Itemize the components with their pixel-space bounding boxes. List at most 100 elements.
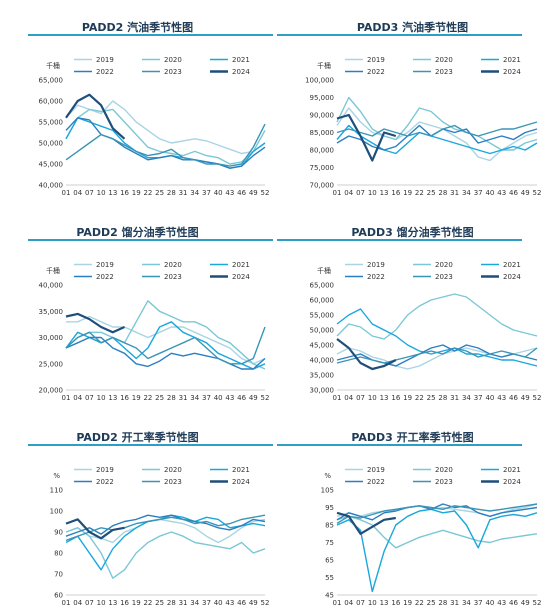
chart-svg: 千桶 2019 2020 2021 2022 2023 2024 30,000 35,000 40… bbox=[310, 261, 542, 402]
x-tick-label: 01 bbox=[62, 394, 71, 402]
x-tick-label: 07 bbox=[85, 394, 94, 402]
series-line-2022 bbox=[65, 336, 266, 370]
y-tick-label: 60,000 bbox=[310, 297, 335, 305]
legend-label: 2023 bbox=[164, 68, 182, 76]
y-tick-label: 55,000 bbox=[310, 312, 335, 320]
x-tick-label: 49 bbox=[521, 394, 530, 402]
x-tick-label: 37 bbox=[474, 189, 483, 197]
x-tick-label: 34 bbox=[462, 189, 471, 197]
x-tick-label: 40 bbox=[214, 189, 223, 197]
title-underline bbox=[277, 239, 522, 241]
legend-item-2019: 2019 bbox=[74, 56, 114, 64]
series-line-2020 bbox=[336, 293, 538, 340]
legend-item-2024: 2024 bbox=[481, 273, 521, 281]
x-tick-label: 31 bbox=[450, 189, 459, 197]
title-underline bbox=[28, 34, 273, 36]
series-line-2019 bbox=[66, 315, 266, 365]
y-tick-label: 50,000 bbox=[310, 327, 335, 335]
legend-item-2020: 2020 bbox=[413, 261, 453, 269]
x-tick-label: 25 bbox=[427, 189, 436, 197]
x-tick-label: 46 bbox=[237, 599, 246, 607]
x-tick-label: 10 bbox=[368, 394, 377, 402]
y-tick-label: 20,000 bbox=[39, 387, 64, 395]
series-line-2020 bbox=[336, 515, 538, 549]
series-line-2023 bbox=[65, 514, 266, 542]
legend-item-2021: 2021 bbox=[210, 466, 250, 474]
y-tick-label: 55 bbox=[325, 574, 334, 582]
series-line-2023 bbox=[336, 347, 538, 364]
x-tick-label: 13 bbox=[380, 599, 389, 607]
y-tick-label: 55,000 bbox=[39, 119, 64, 127]
x-tick-label: 22 bbox=[415, 189, 424, 197]
x-tick-label: 13 bbox=[380, 189, 389, 197]
series-line-2022 bbox=[336, 503, 538, 521]
legend-item-2020: 2020 bbox=[413, 56, 453, 64]
legend-item-2023: 2023 bbox=[413, 273, 453, 281]
legend-label: 2024 bbox=[503, 273, 521, 281]
x-tick-label: 01 bbox=[333, 394, 342, 402]
legend-label: 2020 bbox=[164, 466, 182, 474]
x-tick-label: 13 bbox=[108, 599, 117, 607]
x-tick-label: 31 bbox=[450, 599, 459, 607]
chart-title: PADD3 汽油季节性图 bbox=[356, 21, 469, 34]
series-line-2023 bbox=[65, 326, 266, 365]
legend-item-2020: 2020 bbox=[142, 261, 182, 269]
legend-item-2024: 2024 bbox=[210, 68, 250, 76]
legend-item-2023: 2023 bbox=[413, 68, 453, 76]
legend-label: 2024 bbox=[503, 68, 521, 76]
legend-item-2024: 2024 bbox=[210, 478, 250, 486]
chart-title: PADD2 馏分油季节性图 bbox=[76, 226, 199, 239]
x-tick-label: 52 bbox=[261, 189, 270, 197]
y-tick-label: 40,000 bbox=[39, 182, 64, 190]
legend-label: 2020 bbox=[435, 56, 453, 64]
legend-label: 2021 bbox=[503, 466, 521, 474]
legend-item-2021: 2021 bbox=[481, 261, 521, 269]
legend-label: 2024 bbox=[232, 273, 250, 281]
x-tick-label: 52 bbox=[533, 189, 542, 197]
legend-label: 2019 bbox=[367, 56, 385, 64]
unit-label: % bbox=[53, 472, 60, 480]
y-tick-label: 45,000 bbox=[39, 161, 64, 169]
series-line-2019 bbox=[65, 100, 266, 155]
x-tick-label: 37 bbox=[202, 189, 211, 197]
x-tick-label: 46 bbox=[509, 394, 518, 402]
legend-item-2020: 2020 bbox=[413, 466, 453, 474]
legend-item-2021: 2021 bbox=[210, 56, 250, 64]
legend-label: 2022 bbox=[367, 478, 385, 486]
legend-label: 2022 bbox=[96, 273, 114, 281]
y-tick-label: 65,000 bbox=[39, 77, 64, 85]
y-tick-label: 45,000 bbox=[310, 342, 335, 350]
x-tick-label: 49 bbox=[249, 189, 258, 197]
x-tick-label: 19 bbox=[403, 189, 412, 197]
legend-item-2019: 2019 bbox=[74, 466, 114, 474]
series-line-2021 bbox=[65, 321, 266, 370]
y-tick-label: 105 bbox=[321, 487, 334, 495]
x-tick-label: 43 bbox=[225, 394, 234, 402]
legend-label: 2019 bbox=[96, 56, 114, 64]
y-tick-label: 80,000 bbox=[310, 147, 335, 155]
y-tick-label: 30,000 bbox=[310, 387, 335, 395]
x-tick-label: 49 bbox=[521, 189, 530, 197]
y-tick-label: 95 bbox=[325, 504, 334, 512]
legend-item-2022: 2022 bbox=[74, 68, 114, 76]
legend-item-2023: 2023 bbox=[142, 273, 182, 281]
x-tick-label: 31 bbox=[179, 394, 188, 402]
y-tick-label: 95,000 bbox=[310, 94, 335, 102]
x-tick-label: 01 bbox=[333, 189, 342, 197]
legend-item-2019: 2019 bbox=[345, 261, 385, 269]
series-line-2020 bbox=[336, 96, 538, 151]
x-tick-label: 40 bbox=[485, 189, 494, 197]
x-tick-label: 16 bbox=[391, 599, 400, 607]
x-tick-label: 46 bbox=[509, 599, 518, 607]
legend-item-2022: 2022 bbox=[74, 273, 114, 281]
legend-label: 2022 bbox=[96, 478, 114, 486]
series-line-2024 bbox=[336, 113, 397, 162]
x-tick-label: 37 bbox=[202, 599, 211, 607]
legend-label: 2022 bbox=[367, 273, 385, 281]
x-tick-label: 28 bbox=[167, 189, 176, 197]
x-tick-label: 25 bbox=[427, 599, 436, 607]
legend-label: 2019 bbox=[367, 466, 385, 474]
legend-item-2023: 2023 bbox=[142, 68, 182, 76]
x-tick-label: 28 bbox=[438, 189, 447, 197]
x-tick-label: 40 bbox=[485, 599, 494, 607]
